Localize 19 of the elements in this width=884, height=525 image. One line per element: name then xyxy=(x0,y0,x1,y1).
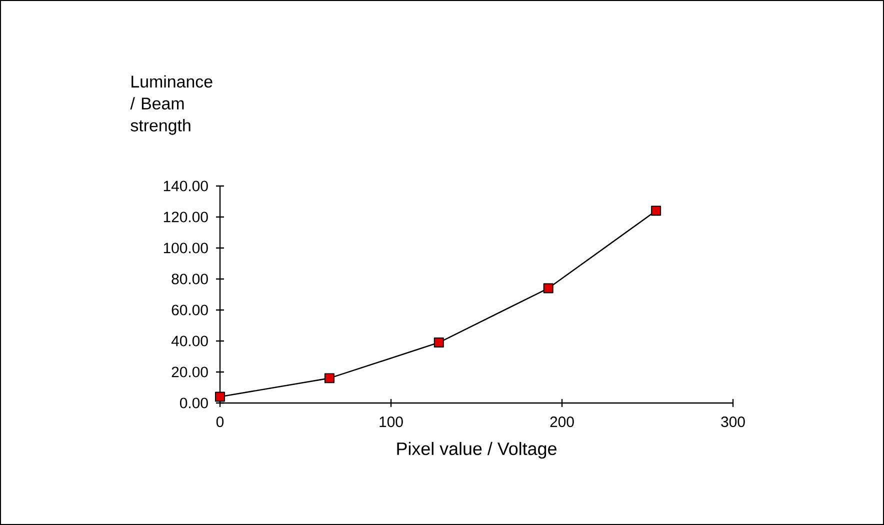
y-tick-label: 0.00 xyxy=(180,398,208,408)
point xyxy=(434,338,444,348)
y-tick-label: 20.00 xyxy=(172,366,208,378)
point xyxy=(215,392,226,402)
point xyxy=(324,373,334,384)
point xyxy=(543,283,554,294)
point xyxy=(651,206,662,216)
x-tick-label: 0 xyxy=(216,416,224,428)
x-tick-label: 100 xyxy=(380,416,403,428)
y-tick-label: 60.00 xyxy=(172,304,208,316)
x-tick-label: 300 xyxy=(721,416,745,428)
y-tick-label: 100.00 xyxy=(164,242,208,254)
x-axis-title: Pixel value / Voltage xyxy=(397,442,556,459)
y-axis-title: Luminance / Beam strength xyxy=(130,75,212,135)
y-tick-label: 120.00 xyxy=(164,212,208,222)
x-tick-label: 200 xyxy=(550,416,574,428)
y-tick-label: 140.00 xyxy=(164,180,208,192)
y-tick-label: 40.00 xyxy=(171,336,208,346)
y-tick-label: 80.00 xyxy=(172,274,208,284)
